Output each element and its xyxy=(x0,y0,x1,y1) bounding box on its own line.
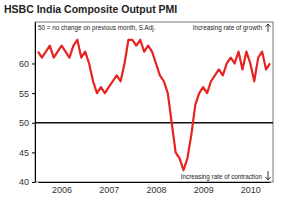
title: HSBC India Composite Output PMI xyxy=(4,3,177,15)
y-tick-label: 40 xyxy=(19,177,29,187)
y-tick: 55 xyxy=(19,88,35,98)
y-tick-label: 45 xyxy=(19,148,29,158)
y-tick: 45 xyxy=(19,148,35,158)
plot-frame xyxy=(35,22,273,182)
x-axis-line xyxy=(39,182,271,183)
arrow-up xyxy=(266,24,271,32)
y-tick-mark xyxy=(32,152,35,153)
arrow-down xyxy=(266,171,271,180)
plot-area xyxy=(35,40,273,170)
x-tick-label: 2010 xyxy=(241,185,261,195)
annotation: 50 = no change on previous month, S.Adj. xyxy=(38,24,156,32)
x-tick: 2007 xyxy=(99,185,119,195)
reference-line xyxy=(35,122,273,124)
y-tick-mark xyxy=(32,182,35,183)
y-tick-label: 55 xyxy=(19,88,29,98)
x-axis: 2006 2007 2008 2009 2010 xyxy=(39,183,271,196)
y-tick-mark xyxy=(32,63,35,64)
y-tick-mark xyxy=(32,93,35,94)
x-tick-label: 2006 xyxy=(52,185,72,195)
y-axis-line xyxy=(35,23,36,183)
data-line xyxy=(38,40,270,170)
annotation: Increasing rate of contraction xyxy=(181,173,263,181)
x-tick-label: 2008 xyxy=(146,185,166,195)
y-tick-mark xyxy=(32,123,35,124)
y-axis: 40 45 50 55 60 xyxy=(19,23,36,188)
y-tick: 50 xyxy=(19,118,35,128)
y-tick-label: 60 xyxy=(19,59,29,69)
x-tick: 2009 xyxy=(194,185,214,195)
chart: HSBC India Composite Output PMI 40 45 50 55 6… xyxy=(0,0,281,200)
annotation: Increasing rate of growth xyxy=(193,24,263,32)
x-tick: 2008 xyxy=(146,185,166,195)
x-tick-label: 2007 xyxy=(99,185,119,195)
y-tick: 40 xyxy=(19,177,35,187)
x-tick-label: 2009 xyxy=(194,185,214,195)
y-tick-label: 50 xyxy=(19,118,29,128)
x-tick: 2010 xyxy=(241,185,261,195)
background xyxy=(0,0,281,200)
x-tick: 2006 xyxy=(52,185,72,195)
y-tick: 60 xyxy=(19,59,35,69)
